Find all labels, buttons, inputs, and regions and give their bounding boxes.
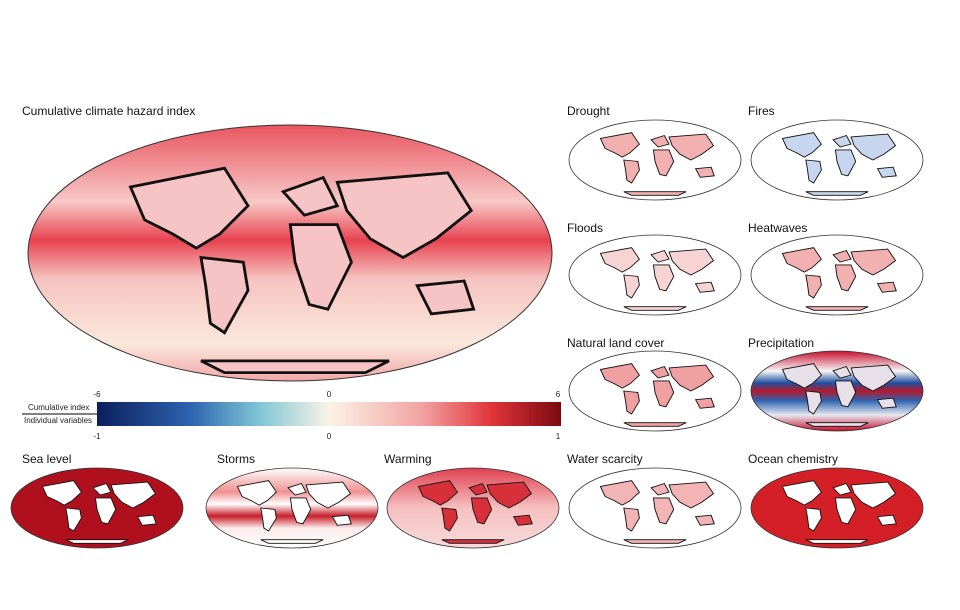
title: Cumulative climate hazard index bbox=[22, 104, 195, 118]
cb-tick: 6 bbox=[556, 390, 561, 399]
panel-title: Floods bbox=[567, 221, 603, 235]
panel-title: Sea level bbox=[22, 452, 71, 466]
cb-tick: -6 bbox=[93, 390, 101, 399]
panel-title: Water scarcity bbox=[567, 452, 643, 466]
cb-row: Cumulative index bbox=[28, 403, 89, 412]
panel-title: Precipitation bbox=[748, 336, 814, 350]
panels: Drought Fires Floods Heatwaves Natural land … bbox=[10, 104, 924, 549]
cb-row: Individual variables bbox=[24, 416, 92, 425]
panel-title: Warming bbox=[384, 452, 432, 466]
cb-tick: 1 bbox=[556, 432, 561, 441]
main-map bbox=[27, 124, 553, 382]
panel-title: Storms bbox=[217, 452, 255, 466]
cb-tick: -1 bbox=[93, 432, 101, 441]
cb-tick: 0 bbox=[327, 432, 332, 441]
panel-title: Ocean chemistry bbox=[748, 452, 838, 466]
cb-tick: 0 bbox=[327, 390, 332, 399]
panel-title: Natural land cover bbox=[567, 336, 664, 350]
panel-title: Drought bbox=[567, 104, 610, 118]
panel-title: Heatwaves bbox=[748, 221, 807, 235]
panel-title: Fires bbox=[748, 104, 775, 118]
colorbar bbox=[97, 402, 561, 426]
